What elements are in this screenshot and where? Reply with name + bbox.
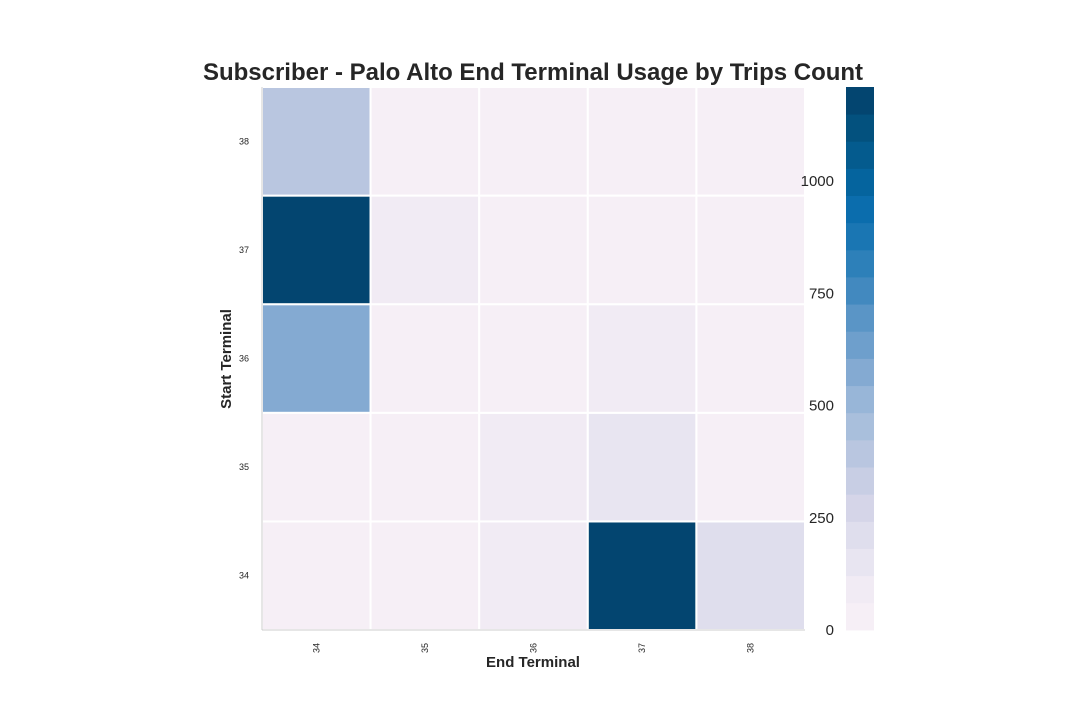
colorbar-segment-7: [846, 412, 874, 441]
colorbar-segment-10: [846, 331, 874, 359]
chart-title: Subscriber - Palo Alto End Terminal Usag…: [203, 59, 863, 86]
y-tick-label-34: 34: [239, 571, 249, 581]
x-tick-label-37: 37: [637, 643, 647, 653]
colorbar-segment-2: [846, 548, 874, 577]
colorbar-segment-16: [846, 168, 874, 196]
heatmap-cell-start-34-end-35: [369, 520, 481, 632]
heatmap-cell-start-35-end-37: [586, 411, 698, 523]
colorbar-segment-0: [846, 602, 874, 631]
colorbar-segment-11: [846, 304, 874, 332]
heatmap-cell-start-35-end-38: [695, 411, 807, 523]
colorbar-segment-13: [846, 249, 874, 278]
colorbar-segment-8: [846, 385, 874, 414]
colorbar-tick-750: 750: [809, 285, 834, 302]
x-tick-label-36: 36: [529, 643, 539, 653]
heatmap-cell-start-38-end-35: [369, 86, 481, 197]
colorbar-segment-4: [846, 494, 874, 522]
colorbar-tick-0: 0: [826, 622, 834, 639]
colorbar-segment-14: [846, 222, 874, 251]
y-tick-labels: 34 35 36 37 38: [239, 136, 249, 580]
heatmap-cell-start-35-end-34: [261, 411, 372, 523]
heatmap-cell-start-37-end-35: [369, 194, 481, 306]
y-axis-label: Start Terminal: [218, 309, 235, 409]
heatmap-cell-start-35-end-35: [369, 411, 481, 523]
colorbar: [846, 87, 874, 631]
colorbar-tick-250: 250: [809, 510, 834, 527]
heatmap-cell-start-36-end-36: [478, 303, 589, 414]
heatmap-cell-start-38-end-34: [261, 86, 372, 197]
x-axis-label: End Terminal: [486, 654, 580, 671]
colorbar-segment-3: [846, 521, 874, 549]
colorbar-segment-15: [846, 195, 874, 224]
colorbar-tick-500: 500: [809, 398, 834, 415]
heatmap-cell-start-37-end-37: [586, 194, 698, 306]
colorbar-segment-9: [846, 358, 874, 387]
heatmap-cell-start-38-end-36: [478, 86, 589, 197]
heatmap-cell-start-36-end-35: [369, 303, 481, 414]
heatmap-cell-start-37-end-38: [695, 194, 807, 306]
heatmap-cell-start-34-end-37: [586, 520, 698, 632]
y-tick-label-36: 36: [239, 354, 249, 364]
heatmap-cell-start-36-end-38: [695, 303, 807, 414]
x-tick-label-38: 38: [746, 643, 756, 653]
heatmap-cell-start-37-end-34: [261, 194, 372, 306]
heatmap-cells: [261, 86, 807, 632]
heatmap-cell-start-38-end-37: [586, 86, 698, 197]
heatmap-cell-start-37-end-36: [478, 194, 589, 306]
heatmap-cell-start-38-end-38: [695, 86, 807, 197]
colorbar-segment-18: [846, 114, 874, 142]
heatmap-cell-start-36-end-34: [261, 303, 372, 414]
colorbar-segment-1: [846, 575, 874, 604]
colorbar-segment-17: [846, 141, 874, 169]
y-tick-label-35: 35: [239, 462, 249, 472]
heatmap-cell-start-34-end-36: [478, 520, 589, 632]
colorbar-segment-19: [846, 87, 874, 115]
heatmap-cell-start-36-end-37: [586, 303, 698, 414]
colorbar-segment-6: [846, 439, 874, 468]
y-tick-label-37: 37: [239, 245, 249, 255]
colorbar-segment-5: [846, 467, 874, 495]
y-tick-label-38: 38: [239, 136, 249, 146]
colorbar-tick-1000: 1000: [801, 173, 834, 190]
colorbar-segment-12: [846, 277, 874, 305]
x-tick-label-34: 34: [311, 643, 321, 653]
x-tick-labels: 34 35 36 37 38: [311, 643, 755, 653]
x-tick-label-35: 35: [420, 643, 430, 653]
heatmap-cell-start-34-end-34: [261, 520, 372, 632]
heatmap-cell-start-35-end-36: [478, 411, 589, 523]
heatmap-cell-start-34-end-38: [695, 520, 807, 632]
colorbar-tick-labels: 0 250 500 750 1000: [801, 173, 834, 639]
